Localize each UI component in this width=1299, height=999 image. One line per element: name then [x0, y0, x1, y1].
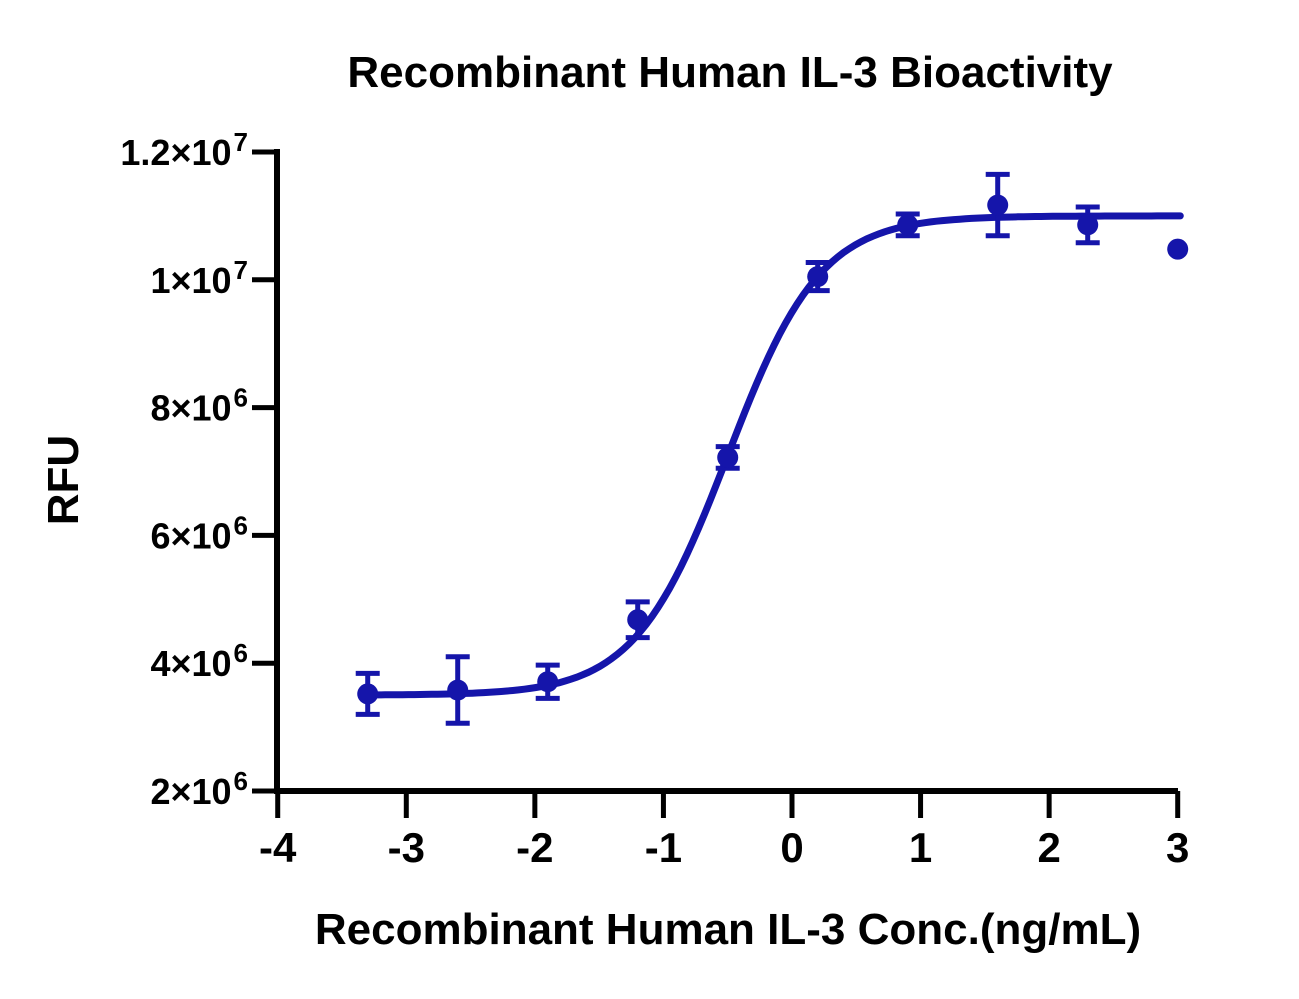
x-axis-title: Recombinant Human IL-3 Conc.(ng/mL) — [315, 905, 1141, 954]
x-tick-label: 2 — [1037, 824, 1060, 871]
y-tick-label: 1×107 — [150, 255, 248, 301]
y-axis-title: RFU — [39, 435, 88, 525]
x-axis-ticks: -4 -3 -2 -1 0 1 2 3 — [259, 791, 1189, 871]
x-tick-label: -3 — [388, 824, 425, 871]
fit-curve — [364, 212, 1184, 699]
y-axis-ticks: 2×106 4×106 6×106 8×106 1×107 1.2×107 — [120, 127, 277, 812]
fit-curve-group — [364, 212, 1184, 699]
y-tick-label: 4×106 — [150, 638, 248, 684]
data-point — [447, 679, 469, 701]
y-tick-label: 2×106 — [150, 766, 248, 812]
y-tick-label: 1.2×107 — [120, 127, 248, 173]
x-tick-label: -2 — [516, 824, 553, 871]
x-tick-label: -1 — [645, 824, 682, 871]
y-tick-label: 6×106 — [150, 510, 248, 556]
data-point — [1077, 214, 1099, 236]
data-points — [357, 194, 1189, 705]
x-tick-label: 3 — [1166, 824, 1189, 871]
data-point — [1167, 238, 1189, 260]
x-tick-label: -4 — [259, 824, 297, 871]
chart-title: Recombinant Human IL-3 Bioactivity — [347, 48, 1113, 97]
data-point — [357, 683, 379, 705]
data-point — [807, 266, 829, 288]
x-tick-label: 1 — [909, 824, 932, 871]
y-tick-label: 8×106 — [150, 383, 248, 429]
data-point — [627, 609, 649, 631]
data-point — [537, 671, 559, 693]
data-point — [987, 194, 1009, 216]
data-point — [717, 446, 739, 468]
data-point — [897, 214, 919, 236]
x-tick-label: 0 — [780, 824, 803, 871]
